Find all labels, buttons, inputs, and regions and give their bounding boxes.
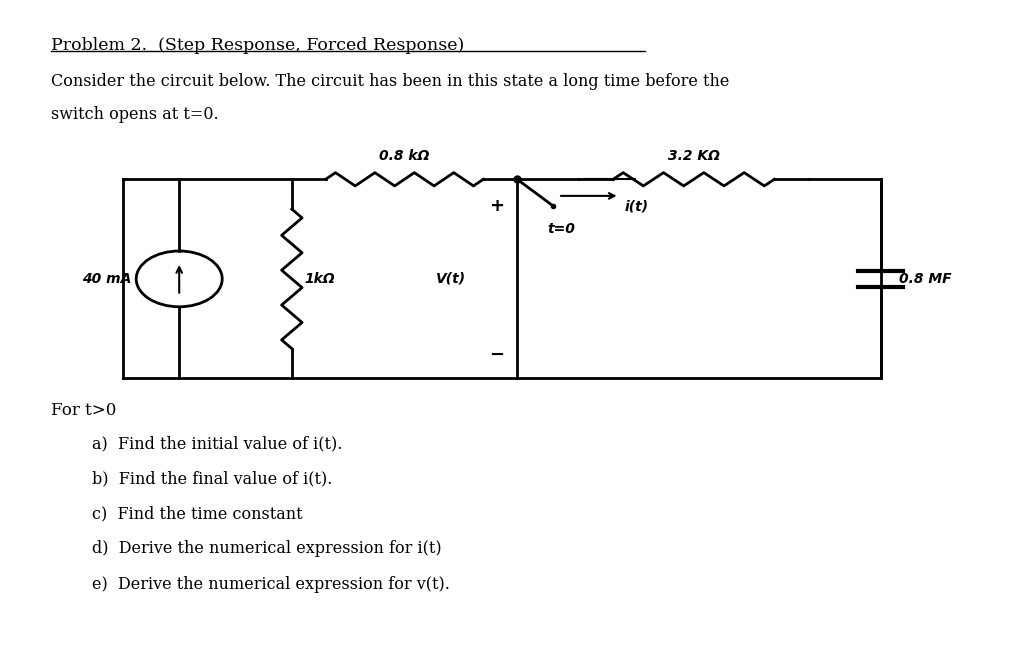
Text: i(t): i(t) (625, 199, 649, 213)
Text: For t>0: For t>0 (51, 402, 117, 419)
Text: 3.2 KΩ: 3.2 KΩ (668, 149, 720, 163)
Text: switch opens at t=0.: switch opens at t=0. (51, 106, 219, 124)
Text: Problem 2.  (Step Response, Forced Response): Problem 2. (Step Response, Forced Respon… (51, 37, 465, 54)
Text: b)  Find the final value of i(t).: b) Find the final value of i(t). (92, 470, 333, 487)
Text: c)  Find the time constant: c) Find the time constant (92, 505, 303, 523)
Text: t=0: t=0 (548, 222, 575, 236)
Text: +: + (489, 197, 504, 215)
Text: d)  Derive the numerical expression for i(t): d) Derive the numerical expression for i… (92, 540, 441, 558)
Text: 40 mA: 40 mA (82, 272, 131, 286)
Text: a)  Find the initial value of i(t).: a) Find the initial value of i(t). (92, 435, 343, 452)
Text: 1kΩ: 1kΩ (304, 272, 335, 286)
Text: 0.8 kΩ: 0.8 kΩ (379, 149, 430, 163)
Text: 0.8 MF: 0.8 MF (899, 272, 951, 286)
Text: V(t): V(t) (436, 272, 466, 286)
Text: Consider the circuit below. The circuit has been in this state a long time befor: Consider the circuit below. The circuit … (51, 73, 729, 90)
Text: e)  Derive the numerical expression for v(t).: e) Derive the numerical expression for v… (92, 576, 450, 593)
Text: −: − (489, 346, 504, 365)
